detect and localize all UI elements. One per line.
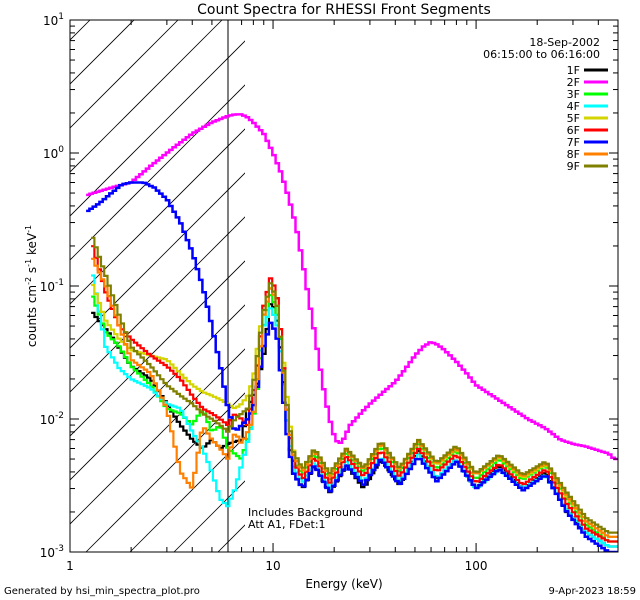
series-line-6F xyxy=(91,245,618,543)
hatch-line xyxy=(70,128,245,305)
hatch-line xyxy=(70,84,245,261)
legend-label-9F: 9F xyxy=(567,160,580,173)
date-label: 18-Sep-2002 xyxy=(529,36,600,49)
time-range-label: 06:15:00 to 06:16:00 xyxy=(483,48,600,61)
hatch-line xyxy=(70,20,135,85)
hatch-line xyxy=(70,260,245,437)
legend-label-7F: 7F xyxy=(567,136,580,149)
series-line-8F xyxy=(91,257,618,538)
y-label-exp2: -1 xyxy=(24,259,33,267)
chart-title: Count Spectra for RHESSI Front Segments xyxy=(197,2,491,18)
series-line-2F xyxy=(86,113,618,461)
legend-label-5F: 5F xyxy=(567,112,580,125)
y-tick-label: 101 xyxy=(43,12,64,28)
y-label-end: keV xyxy=(25,232,39,259)
legend-label-2F: 2F xyxy=(567,76,580,89)
y-label-exp1: -2 xyxy=(24,277,33,285)
annotation-attenuator: Att A1, FDet:1 xyxy=(248,518,326,531)
hatch-line xyxy=(70,216,245,393)
hatch-line xyxy=(70,20,179,129)
y-label-mid: s xyxy=(25,267,39,277)
legend-label-6F: 6F xyxy=(567,124,580,137)
legend-label-3F: 3F xyxy=(567,88,580,101)
y-tick-label: 100 xyxy=(43,145,64,161)
y-tick-label: 10-2 xyxy=(40,411,64,427)
y-axis-label: counts cm-2 s-1 keV-1 xyxy=(24,225,39,347)
annotation-background: Includes Background xyxy=(248,506,363,519)
hatch-line xyxy=(70,304,245,481)
x-tick-label: 100 xyxy=(465,559,488,573)
hatch-line xyxy=(85,392,245,552)
y-label-base: counts cm xyxy=(25,285,39,347)
x-axis-label: Energy (keV) xyxy=(305,577,382,591)
y-label-exp3: -1 xyxy=(24,225,33,233)
y-axis-ticks: 10-3 10-2 10-1 100 101 xyxy=(40,12,618,560)
footer-timestamp: 9-Apr-2023 18:59 xyxy=(549,586,636,597)
y-tick-label: 10-3 xyxy=(40,544,64,560)
x-tick-label: 1 xyxy=(66,559,74,573)
hatch-line xyxy=(0,20,2,552)
series-line-9F xyxy=(91,236,618,534)
hatch-line xyxy=(70,348,245,525)
hatch-line xyxy=(70,172,245,349)
legend-label-1F: 1F xyxy=(567,64,580,77)
y-tick-label: 10-1 xyxy=(40,278,64,294)
hatch-line xyxy=(129,436,245,552)
hatch-line xyxy=(70,20,223,173)
legend-label-8F: 8F xyxy=(567,148,580,161)
hatched-region xyxy=(0,20,245,552)
x-axis-ticks: 1 10 100 xyxy=(66,20,619,573)
x-tick-label: 10 xyxy=(265,559,280,573)
series-layer xyxy=(86,113,618,552)
series-line-7F xyxy=(86,181,618,552)
hatch-line xyxy=(70,40,245,217)
footer-generated-by: Generated by hsi_min_spectra_plot.pro xyxy=(4,586,200,597)
legend-label-4F: 4F xyxy=(567,100,580,113)
